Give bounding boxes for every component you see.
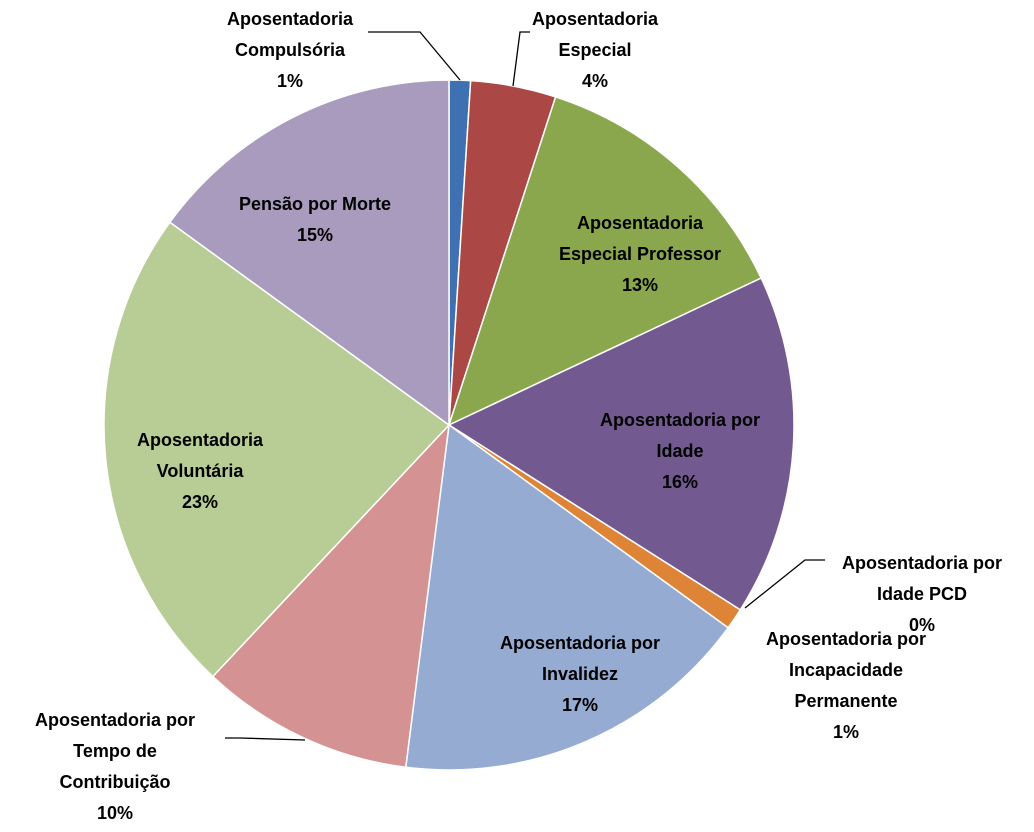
slice-label: Aposentadoria por Tempo de Contribuição 1…: [28, 705, 203, 829]
slice-label: Aposentadoria Compulsória 1%: [215, 4, 365, 97]
leader-line: [225, 737, 306, 741]
value-label: 16%: [661, 472, 699, 492]
slice-label: Aposentadoria Especial 4%: [520, 4, 670, 97]
pie-slice: [168, 79, 450, 427]
leader-line: [744, 559, 825, 609]
category-label: Pensão por Morte: [238, 194, 392, 214]
category-label: Aposentadoria por Invalidez: [499, 633, 660, 684]
value-label: 4%: [581, 71, 608, 91]
category-label: Aposentadoria Voluntária: [136, 430, 264, 481]
value-label: 1%: [832, 722, 859, 742]
slice-label: Aposentadoria Voluntária 23%: [125, 425, 275, 518]
value-label: 17%: [561, 695, 599, 715]
pie-slice: [211, 422, 451, 769]
value-label: 23%: [181, 492, 219, 512]
value-label: 1%: [276, 71, 303, 91]
slice-label: Aposentadoria por Incapacidade Permanent…: [759, 624, 934, 748]
category-label: Aposentadoria por Tempo de Contribuição: [34, 710, 195, 792]
value-label: 13%: [621, 275, 659, 295]
slice-label: Aposentadoria por Invalidez 17%: [493, 628, 668, 721]
category-label: Aposentadoria Especial Professor: [558, 213, 722, 264]
pie-slice: [447, 277, 795, 611]
pie-slice: [103, 221, 451, 678]
category-label: Aposentadoria Compulsória: [226, 9, 354, 60]
slice-label: Aposentadoria por Idade PCD 0%: [835, 548, 1010, 641]
category-label: Aposentadoria Especial: [531, 9, 659, 60]
pie-slice: [404, 423, 730, 771]
leader-line: [512, 31, 530, 87]
category-label: Aposentadoria por Idade: [599, 410, 760, 461]
slice-label: Pensão por Morte 15%: [205, 189, 425, 251]
slice-label: Aposentadoria Especial Professor 13%: [548, 208, 733, 301]
category-label: Aposentadoria por Idade PCD: [841, 553, 1002, 604]
category-label: Aposentadoria por Incapacidade Permanent…: [765, 629, 926, 711]
value-label: 0%: [908, 615, 935, 635]
pie-slice: [447, 95, 763, 427]
value-label: 10%: [96, 803, 134, 823]
slice-label: Aposentadoria por Idade 16%: [585, 405, 775, 498]
leader-line: [368, 31, 461, 81]
value-label: 15%: [296, 225, 334, 245]
